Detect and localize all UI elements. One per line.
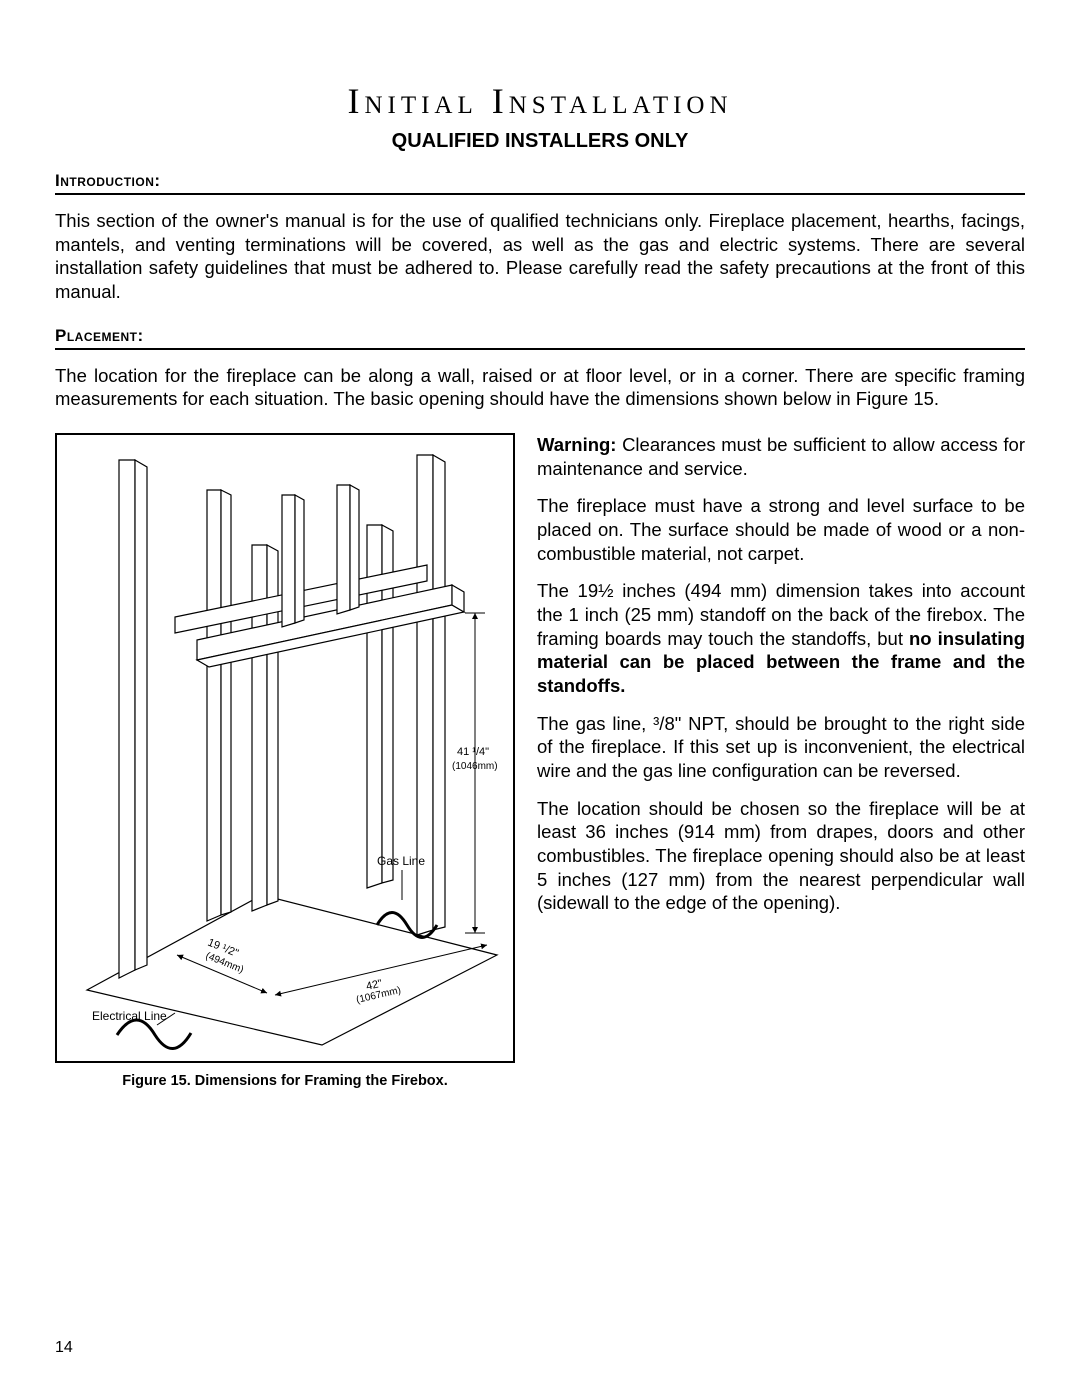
section-head-placement: Placement: [55, 326, 1025, 346]
section-head-introduction: Introduction: [55, 171, 1025, 191]
gas-line-label: Gas Line [377, 854, 425, 868]
electrical-line-icon [117, 1020, 191, 1049]
dim-height-mm: (1046mm) [452, 761, 498, 772]
intro-paragraph: This section of the owner's manual is fo… [55, 209, 1025, 304]
figure-caption: Figure 15. Dimensions for Framing the Fi… [55, 1073, 515, 1089]
divider [55, 193, 1025, 195]
warning-label: Warning: [537, 434, 616, 455]
location-paragraph: The location should be chosen so the fir… [537, 797, 1025, 915]
placement-paragraph: The location for the fireplace can be al… [55, 364, 1025, 411]
gasline-paragraph: The gas line, ³/8" NPT, should be brough… [537, 712, 1025, 783]
surface-paragraph: The fireplace must have a strong and lev… [537, 494, 1025, 565]
dim-height-in: 41 ¹/4" [457, 746, 489, 758]
standoff-paragraph: The 19½ inches (494 mm) dimension takes … [537, 579, 1025, 697]
divider [55, 348, 1025, 350]
figure-15-diagram: 41 ¹/4" (1046mm) 42" (1067mm) 19 ¹/2" (4… [55, 433, 515, 1063]
page-title: Initial Installation [55, 80, 1025, 122]
warning-paragraph: Warning: Clearances must be sufficient t… [537, 433, 1025, 480]
page-number: 14 [55, 1339, 73, 1357]
page-subtitle: QUALIFIED INSTALLERS ONLY [55, 130, 1025, 153]
